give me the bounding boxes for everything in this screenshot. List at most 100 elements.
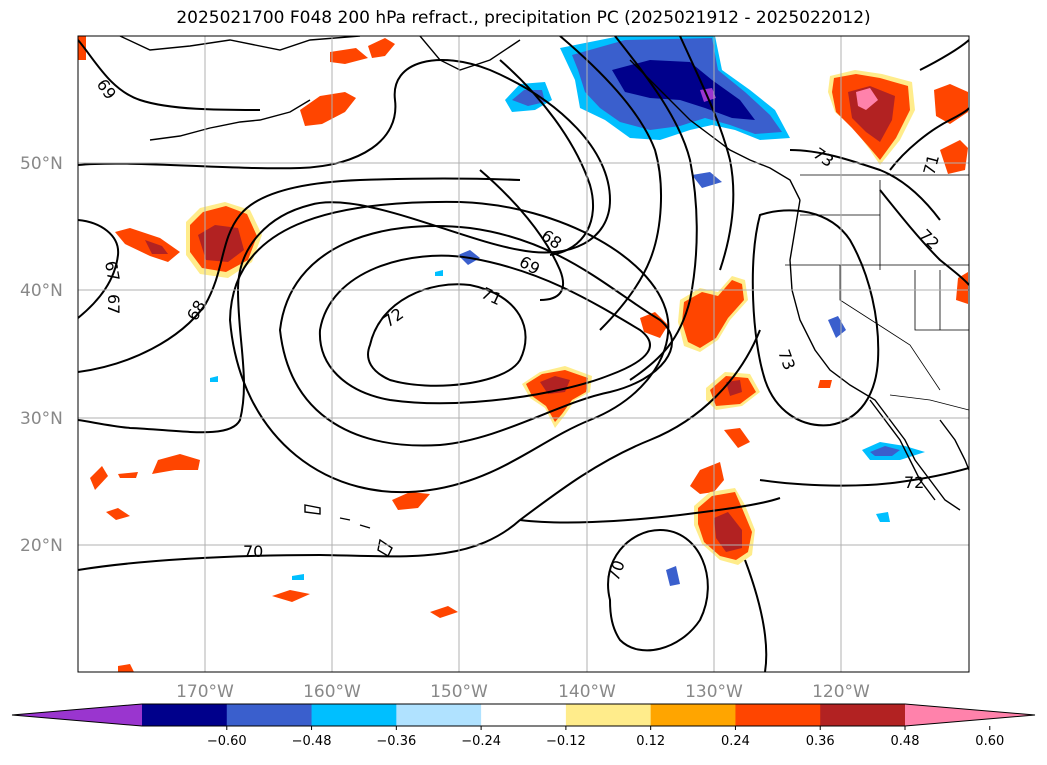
precip-neg-dot-1 xyxy=(210,376,218,382)
contour-line-68-loop xyxy=(78,59,612,434)
border-states-3 xyxy=(839,265,941,391)
precip-pos-ca-coast xyxy=(818,380,832,388)
lon-label: 120°W xyxy=(812,682,870,702)
map-title: 2025021700 F048 200 hPa refract., precip… xyxy=(176,8,871,28)
colorbar-segment xyxy=(142,704,228,726)
map-content: 69 67 67 68 68 69 71 72 70 70 73 73 72 7… xyxy=(78,36,969,672)
coastline-mexico xyxy=(939,419,969,471)
colorbar-tick-label: 0.36 xyxy=(806,734,835,749)
precip-positive-areas xyxy=(78,36,968,672)
colorbar-tick-label: 0.24 xyxy=(721,734,750,749)
precip-pos-w-pac-2-core xyxy=(145,240,168,254)
contour-line-71 xyxy=(318,254,651,405)
coastline-alaska xyxy=(119,36,361,51)
contour-line-69-top xyxy=(78,39,261,111)
precip-pos-mid-3-core xyxy=(726,380,742,396)
precip-pos-hi-3 xyxy=(90,466,108,490)
contour-line-southeast xyxy=(744,559,768,672)
colorbar-segment xyxy=(396,704,482,726)
precip-pos-hi-2 xyxy=(152,454,200,474)
colorbar-segment xyxy=(735,704,821,726)
contour-line-ne xyxy=(919,39,969,71)
contour-line-69 xyxy=(228,200,670,494)
contour-line-70-inner xyxy=(278,225,673,447)
colorbar-tick-label: −0.12 xyxy=(546,734,586,749)
colorbar-tick-label: −0.36 xyxy=(376,734,416,749)
precip-neg-baja xyxy=(876,512,890,522)
precip-pos-sub-3 xyxy=(724,428,750,448)
coastline-west-us xyxy=(789,199,961,511)
colorbar-tick-label: −0.24 xyxy=(461,734,501,749)
contour-line-72-inner xyxy=(367,283,527,387)
contour-label: 70 xyxy=(243,542,263,561)
coastline-hawaii-2 xyxy=(339,517,351,521)
colorbar-segment xyxy=(226,704,313,726)
precip-pos-w-pac-core xyxy=(198,225,244,262)
colorbar-extend-high xyxy=(905,704,1035,726)
precip-pos-hi-5 xyxy=(118,472,138,478)
lat-label: 20°N xyxy=(20,536,63,556)
precip-pos-sub-1 xyxy=(690,462,724,494)
contour-label: 71 xyxy=(920,152,944,177)
contour-line-70-small xyxy=(607,528,709,652)
colorbar-tick-label: −0.48 xyxy=(292,734,332,749)
precip-pos-hi-1 xyxy=(392,492,430,510)
precip-neg-pac-small xyxy=(666,566,680,586)
precip-pos-sub-2-core xyxy=(714,512,742,552)
precip-neg-dot-3 xyxy=(435,270,443,276)
contour-line-73-loop xyxy=(751,209,880,427)
contour-line-72-east-b xyxy=(879,189,969,286)
colorbar-tick-label: −0.60 xyxy=(207,734,247,749)
coastline-hawaii-3 xyxy=(359,524,371,529)
coastline-baja xyxy=(869,399,936,501)
longitude-labels: 170°W 160°W 150°W 140°W 130°W 120°W xyxy=(176,682,870,702)
precip-neg-nw-canada-peak xyxy=(700,88,716,102)
precip-pos-hi-7 xyxy=(430,606,458,618)
contour-label: 72 xyxy=(904,473,924,492)
precip-pos-ore-orange xyxy=(682,280,744,348)
colorbar-segment xyxy=(565,704,652,726)
contour-label: 67 xyxy=(104,294,123,314)
precip-neg-dot-2 xyxy=(292,574,304,580)
coastline-hawaii-1 xyxy=(304,504,321,515)
contour-line-68-b xyxy=(479,169,565,301)
coastlines xyxy=(119,36,969,557)
colorbar-tick-label: 0.48 xyxy=(891,734,920,749)
colorbar-outline xyxy=(11,703,1036,727)
precip-pos-ne-3 xyxy=(940,140,968,174)
precip-pos-alaska-2 xyxy=(330,48,368,64)
contour-line-71-east xyxy=(559,36,662,331)
contour-line-70-south xyxy=(78,329,761,571)
precip-pos-alaska xyxy=(300,92,356,126)
contour-line-73 xyxy=(679,36,735,271)
precip-pos-hi-6 xyxy=(272,590,310,602)
precip-pos-ne-peak xyxy=(856,88,878,110)
refractivity-contours xyxy=(78,36,969,672)
plot-frame xyxy=(77,35,970,673)
lat-label: 40°N xyxy=(20,281,63,301)
colorbar-extend-low xyxy=(12,704,142,726)
lon-label: 130°W xyxy=(685,682,743,702)
precip-pos-mid-1 xyxy=(640,312,668,338)
coastline-alaska-south xyxy=(419,36,521,71)
latitude-labels: 50°N 40°N 30°N 20°N xyxy=(20,154,63,556)
contour-line-71-east-b xyxy=(889,107,969,171)
coastline-bc xyxy=(629,59,801,201)
graticule xyxy=(78,36,969,672)
border-us-mexico xyxy=(889,394,969,411)
political-borders xyxy=(785,174,969,411)
precip-pos-alaska-3 xyxy=(368,38,395,58)
lat-label: 30°N xyxy=(20,409,63,429)
precip-neg-socal-core xyxy=(870,446,900,456)
precip-pos-hi-4 xyxy=(106,508,130,520)
coastline-aleutians xyxy=(149,99,311,141)
contour-line-73-north xyxy=(789,149,941,221)
colorbar-segment xyxy=(311,704,397,726)
colorbar-segment xyxy=(820,704,906,726)
contour-label: 67 xyxy=(101,259,123,282)
precip-neg-nw-canada-core xyxy=(612,60,755,120)
contour-line-72-south-east xyxy=(759,467,969,487)
lon-label: 170°W xyxy=(176,682,234,702)
contour-line-72-low xyxy=(519,497,781,524)
